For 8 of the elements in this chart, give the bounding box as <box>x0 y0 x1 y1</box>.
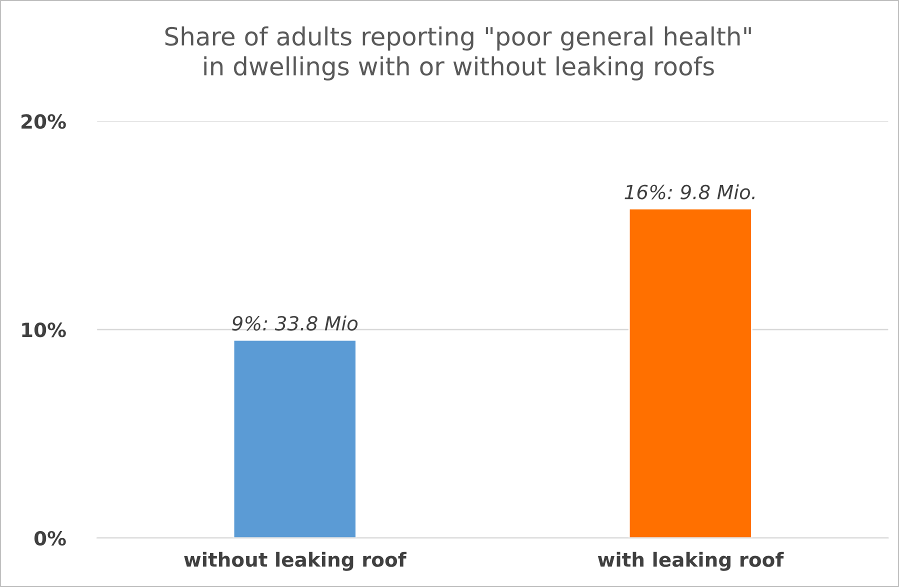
x-tick-label: with leaking roof <box>598 552 784 571</box>
data-label: 16%: 9.8 Mio. <box>624 184 755 200</box>
y-tick-label: 20% <box>22 114 66 129</box>
y-tick-label: 10% <box>22 322 66 338</box>
chart-title: Share of adults reporting "poor general health" in dwellings with or without leaking roofs <box>165 26 751 81</box>
data-label: 9%: 33.8 Mio <box>232 316 358 331</box>
x-tick-label: without leaking roof <box>184 552 406 571</box>
y-tick-label: 0% <box>34 530 66 546</box>
